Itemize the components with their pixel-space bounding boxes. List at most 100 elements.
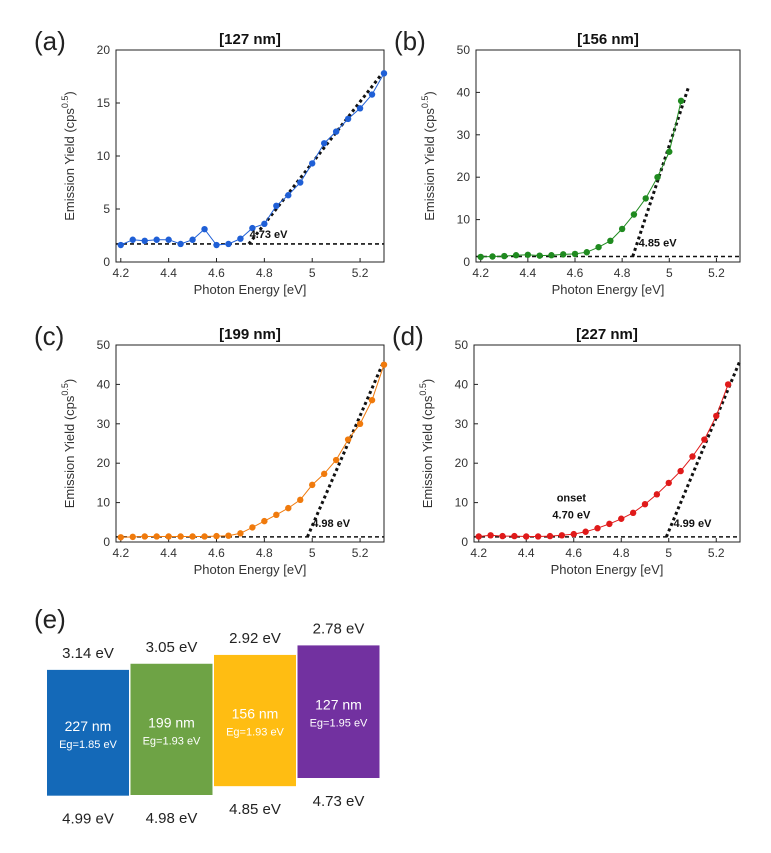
data-point [665, 479, 672, 487]
plot-frame [475, 49, 741, 263]
data-point [332, 128, 340, 135]
band-top-label: 2.78 eV [313, 620, 365, 637]
y-tick-label: 50 [97, 338, 111, 352]
band-bottom-label: 4.73 eV [313, 793, 365, 810]
data-point [689, 453, 696, 460]
x-tick-label: 5 [666, 266, 673, 280]
data-point [595, 243, 602, 251]
y-axis-label-end: ) [62, 379, 77, 383]
data-point [523, 533, 530, 540]
data-point [225, 240, 232, 248]
y-tick-label: 20 [455, 456, 469, 470]
band-box-name: 199 nm [148, 714, 195, 730]
data-point [487, 532, 494, 539]
y-axis-label-sup: 0.5 [420, 96, 430, 109]
chart-title: [199 nm] [219, 326, 281, 343]
series-line [480, 100, 682, 258]
threshold-fit-line [247, 70, 386, 245]
data-point [629, 509, 637, 517]
x-tick-label: 4.2 [112, 266, 129, 280]
threshold-annotation: 4.73 eV [250, 229, 289, 241]
data-point [153, 236, 160, 243]
x-tick-label: 4.2 [470, 546, 487, 560]
band-top-label: 3.05 eV [146, 639, 198, 656]
x-tick-label: 4.4 [520, 266, 537, 280]
data-point [583, 249, 590, 256]
data-point [117, 534, 124, 541]
x-tick-label: 4.6 [565, 546, 582, 560]
data-point [237, 530, 244, 537]
data-point [297, 496, 304, 504]
threshold-fit-line [631, 87, 690, 257]
x-tick-label: 5.2 [352, 546, 369, 560]
data-point [249, 224, 256, 232]
data-point [177, 240, 184, 248]
data-point [677, 467, 684, 475]
data-point [607, 237, 614, 244]
chart-title: [127 nm] [219, 31, 281, 48]
data-point [356, 420, 364, 427]
data-point [380, 361, 388, 368]
data-point [177, 533, 184, 540]
band-bottom-label: 4.98 eV [146, 810, 198, 827]
x-tick-label: 4.8 [613, 546, 630, 560]
data-point [129, 533, 136, 541]
data-point [558, 532, 566, 539]
x-tick-label: 4.4 [160, 546, 177, 560]
x-tick-label: 5 [309, 266, 316, 280]
data-point [582, 528, 589, 535]
data-point [165, 533, 172, 540]
band-gap-label: Eg=1.93 eV [143, 735, 201, 747]
data-point [189, 236, 196, 243]
panel-label: (d) [392, 321, 424, 351]
data-point [618, 515, 625, 522]
y-axis-label-main: Emission Yield (cps [422, 108, 437, 221]
x-axis-label: Photon Energy [eV] [552, 282, 665, 297]
data-point [666, 148, 673, 155]
data-point [141, 237, 148, 244]
data-point [273, 202, 280, 210]
data-point [546, 532, 554, 540]
y-tick-label: 20 [97, 43, 111, 57]
y-tick-label: 40 [457, 85, 471, 99]
data-point [368, 396, 376, 404]
data-point [285, 192, 292, 199]
data-point [368, 91, 376, 98]
y-axis-label-end: ) [62, 91, 77, 95]
data-point [309, 160, 316, 167]
data-point [534, 533, 542, 540]
y-axis-label-main: Emission Yield (cps [420, 395, 435, 508]
data-point [630, 211, 638, 218]
y-axis-label-sup: 0.5 [60, 383, 70, 396]
data-point [701, 436, 708, 443]
data-point [571, 250, 579, 258]
data-point [213, 532, 220, 540]
threshold-annotation: 4.99 eV [674, 518, 713, 530]
data-point [511, 532, 518, 540]
y-tick-label: 30 [455, 417, 469, 431]
data-point [201, 225, 208, 233]
panel-label: (c) [34, 321, 64, 351]
data-point [297, 179, 304, 186]
data-point [332, 456, 340, 464]
chart-title: [227 nm] [576, 326, 638, 343]
onset-label: onset [557, 492, 587, 504]
y-tick-label: 0 [461, 535, 468, 549]
x-tick-label: 4.8 [256, 546, 273, 560]
data-point [570, 530, 577, 538]
series-line [478, 384, 729, 537]
chart-panel-b: (b) [156 nm] 4.2 4.4 4.6 4.8 5 5.2 0 10 20 30 40 50 Ph… [394, 26, 741, 297]
band-bottom-label: 4.85 eV [229, 801, 281, 818]
y-axis-label-main: Emission Yield (cps [62, 108, 77, 221]
threshold-annotation: 4.98 eV [312, 518, 351, 530]
y-axis-label-end: ) [420, 379, 435, 383]
data-point [594, 525, 601, 532]
data-point [320, 140, 328, 147]
data-point [309, 481, 316, 489]
y-tick-label: 5 [103, 202, 110, 216]
data-point [165, 236, 172, 243]
series-line [120, 364, 385, 538]
band-top-label: 2.92 eV [229, 630, 281, 647]
data-point [560, 251, 567, 258]
